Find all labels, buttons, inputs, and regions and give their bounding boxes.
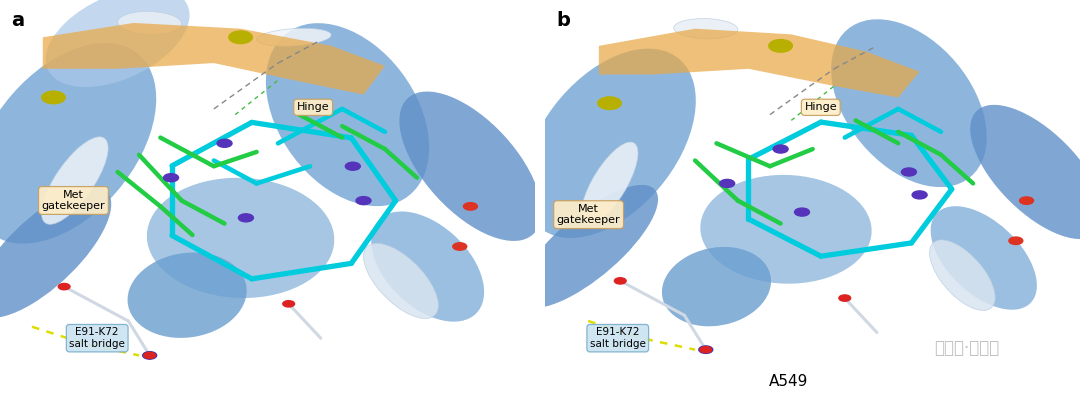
Ellipse shape — [931, 206, 1037, 310]
Circle shape — [283, 301, 295, 307]
Ellipse shape — [930, 240, 995, 311]
Circle shape — [598, 97, 621, 109]
Circle shape — [1009, 237, 1023, 245]
Text: Met
gatekeeper: Met gatekeeper — [42, 190, 105, 211]
Circle shape — [615, 278, 626, 284]
Ellipse shape — [400, 92, 541, 241]
Circle shape — [699, 346, 713, 354]
Circle shape — [453, 243, 467, 250]
Circle shape — [143, 352, 157, 359]
Ellipse shape — [674, 19, 738, 39]
Circle shape — [463, 202, 477, 210]
Ellipse shape — [524, 49, 696, 238]
Text: A549: A549 — [769, 374, 808, 389]
Ellipse shape — [832, 19, 987, 187]
Ellipse shape — [581, 142, 638, 225]
Circle shape — [163, 174, 178, 182]
Circle shape — [144, 352, 156, 358]
Circle shape — [1020, 197, 1034, 205]
Circle shape — [913, 191, 927, 199]
Ellipse shape — [257, 28, 332, 46]
Circle shape — [356, 196, 372, 205]
Circle shape — [700, 347, 712, 353]
Circle shape — [839, 295, 851, 301]
Text: b: b — [556, 11, 570, 30]
Ellipse shape — [372, 211, 484, 322]
Text: a: a — [11, 11, 24, 30]
Polygon shape — [598, 29, 920, 98]
Circle shape — [346, 162, 361, 170]
Text: Hinge: Hinge — [805, 102, 837, 112]
Text: 公众号·新智元: 公众号·新智元 — [934, 339, 999, 357]
Ellipse shape — [45, 0, 189, 87]
Text: E91-K72
salt bridge: E91-K72 salt bridge — [69, 327, 125, 349]
Ellipse shape — [662, 247, 771, 326]
Ellipse shape — [970, 105, 1080, 239]
Ellipse shape — [118, 11, 181, 34]
Text: E91-K72
salt bridge: E91-K72 salt bridge — [590, 327, 646, 349]
Ellipse shape — [364, 243, 438, 318]
Ellipse shape — [147, 178, 335, 298]
Text: Met
gatekeeper: Met gatekeeper — [557, 204, 620, 226]
Polygon shape — [43, 23, 384, 95]
Ellipse shape — [266, 23, 429, 206]
Ellipse shape — [41, 137, 108, 224]
Circle shape — [795, 208, 810, 216]
Circle shape — [58, 284, 70, 290]
Circle shape — [239, 214, 254, 222]
Ellipse shape — [518, 185, 658, 308]
Circle shape — [217, 139, 232, 147]
Ellipse shape — [700, 175, 872, 284]
Ellipse shape — [127, 253, 246, 338]
Circle shape — [769, 40, 793, 52]
Ellipse shape — [0, 187, 111, 318]
Ellipse shape — [0, 43, 157, 243]
Circle shape — [229, 31, 253, 44]
Text: Hinge: Hinge — [297, 102, 329, 112]
Circle shape — [902, 168, 917, 176]
Circle shape — [773, 145, 788, 153]
Circle shape — [42, 91, 65, 104]
Circle shape — [719, 179, 734, 188]
